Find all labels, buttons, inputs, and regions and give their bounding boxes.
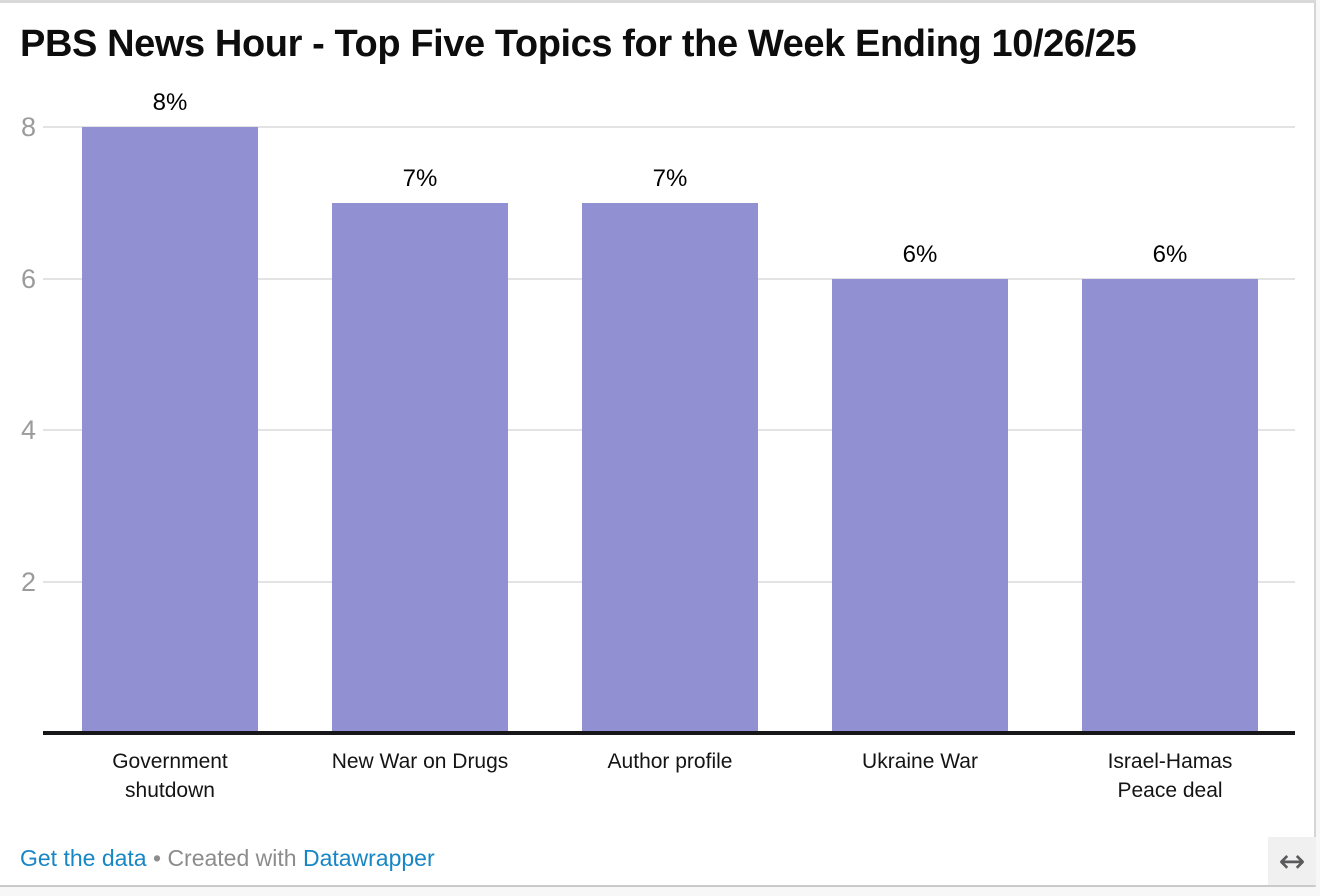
y-tick-label: 8: [20, 112, 36, 142]
footer-separator: •: [152, 845, 162, 871]
x-axis-line: [43, 731, 1295, 735]
category-label: Author profile: [607, 750, 733, 773]
bar: [82, 127, 258, 733]
y-tick-label: 2: [20, 566, 36, 597]
category-label: Government shutdown: [112, 750, 228, 802]
chart-footer: Get the data • Created with Datawrapper: [20, 845, 435, 872]
y-tick-label: 6: [20, 263, 36, 294]
bar-value-label: 6%: [1152, 240, 1188, 268]
bar: [332, 202, 508, 733]
resize-handle[interactable]: ↔: [1268, 837, 1316, 885]
datawrapper-link[interactable]: Datawrapper: [302, 845, 435, 871]
gridline: [43, 126, 1295, 128]
bar-value-label: 7%: [652, 164, 688, 192]
bar: [832, 278, 1008, 733]
category-label: Ukraine War: [862, 750, 978, 773]
plot-area: 2 4 6 8 8% Government shutdown 7% New War on Dr…: [0, 3, 1314, 885]
bar: [1082, 278, 1258, 733]
category-label: Israel-Hamas Peace deal: [1107, 750, 1233, 802]
category-label: New War on Drugs: [331, 750, 509, 773]
footer-created-with: Created with: [167, 845, 303, 871]
resize-horizontal-icon: ↔: [1278, 842, 1306, 880]
bar: [582, 202, 758, 733]
bar-value-label: 7%: [402, 164, 438, 192]
get-the-data-link[interactable]: Get the data: [20, 845, 147, 871]
y-tick-label: 4: [20, 415, 36, 445]
bar-value-label: 6%: [902, 240, 938, 268]
bar-value-label: 8%: [152, 89, 188, 116]
chart-title: PBS News Hour - Top Five Topics for the …: [20, 23, 1137, 65]
